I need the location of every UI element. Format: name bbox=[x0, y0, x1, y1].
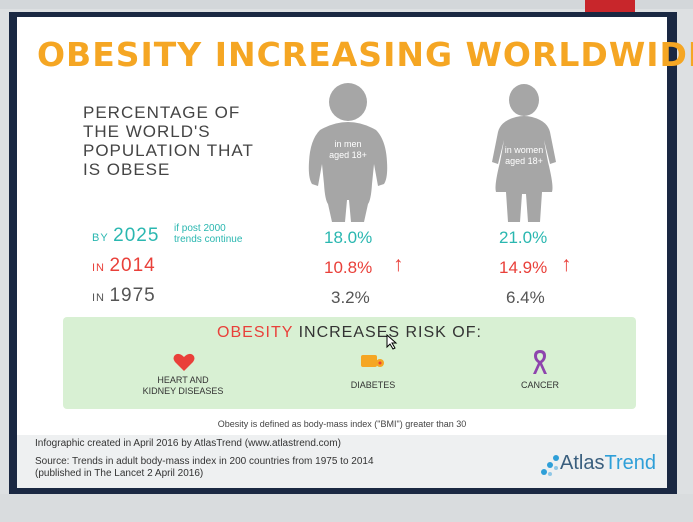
footer-source-line1: Source: Trends in adult body-mass index … bbox=[35, 456, 374, 467]
screen-bottom-bar bbox=[0, 494, 693, 522]
subtitle-line: POPULATION THAT bbox=[83, 141, 254, 160]
man-silhouette-icon bbox=[308, 83, 388, 222]
men-label-line1: in men bbox=[334, 139, 362, 149]
risk-diabetes-line1: DIABETES bbox=[350, 380, 396, 390]
risk-heart-line2: KIDNEY DISEASES bbox=[142, 386, 224, 396]
women-1975-value: 6.4% bbox=[506, 288, 545, 307]
men-2025-value: 18.0% bbox=[324, 228, 373, 247]
window-close-tab[interactable] bbox=[585, 0, 635, 14]
row-2014-year: 2014 bbox=[109, 255, 156, 276]
row-2025-prefix: BY bbox=[92, 232, 109, 244]
risk-item-heart: HEART AND KIDNEY DISEASES bbox=[133, 375, 233, 397]
women-label-line2: aged 18+ bbox=[505, 156, 543, 166]
risk-item-cancer: CANCER bbox=[490, 380, 590, 391]
logo-text-atlas: Atlas bbox=[560, 452, 605, 474]
row-2025-year: 2025 bbox=[113, 225, 160, 246]
heart-icon bbox=[173, 353, 195, 371]
risk-cancer-line1: CANCER bbox=[520, 380, 559, 390]
footer-source-line2: (published in The Lancet 2 April 2016) bbox=[35, 468, 204, 479]
women-2014-value: 14.9% bbox=[499, 258, 548, 277]
risk-heart-line1: HEART AND bbox=[157, 375, 209, 385]
mouse-cursor-icon bbox=[386, 334, 398, 350]
pill-icon bbox=[361, 355, 384, 367]
bmi-definition: Obesity is defined as body-mass index ("… bbox=[217, 419, 467, 429]
infographic-card: OBESITY INCREASING WORLDWIDE PERCENTAGE … bbox=[17, 17, 693, 435]
row-1975-prefix: IN bbox=[92, 292, 105, 304]
row-2014-label: IN 2014 bbox=[92, 255, 156, 277]
footer-source: Source: Trends in adult body-mass index … bbox=[35, 456, 505, 480]
men-2014-value: 10.8% bbox=[324, 258, 373, 277]
woman-silhouette-icon bbox=[492, 84, 556, 222]
ribbon-icon bbox=[533, 350, 547, 374]
atlastrend-logo-text: AtlasTrend bbox=[560, 452, 656, 475]
screen-top-bar bbox=[0, 0, 693, 9]
footer: Infographic created in April 2016 by Atl… bbox=[17, 435, 667, 488]
men-up-arrow-icon: ↑ bbox=[393, 253, 404, 276]
women-label-line1: in women bbox=[504, 145, 544, 155]
risk-title-highlight: OBESITY bbox=[217, 324, 294, 341]
men-label-line2: aged 18+ bbox=[329, 150, 367, 160]
subtitle-line: THE WORLD'S bbox=[83, 122, 211, 141]
infographic-subtitle: PERCENTAGE OF THE WORLD'S POPULATION THA… bbox=[83, 103, 303, 179]
infographic-title: OBESITY INCREASING WORLDWIDE bbox=[37, 35, 693, 74]
women-label: in women aged 18+ bbox=[484, 145, 564, 167]
risk-box: OBESITY INCREASES RISK OF: HEART AND KID… bbox=[63, 317, 636, 409]
logo-text-trend: Trend bbox=[604, 452, 656, 474]
risk-title-rest: INCREASES RISK OF: bbox=[298, 324, 482, 341]
row-2014-prefix: IN bbox=[92, 262, 105, 274]
women-up-arrow-icon: ↑ bbox=[561, 253, 572, 276]
women-2025-value: 21.0% bbox=[499, 228, 548, 247]
risk-title: OBESITY INCREASES RISK OF: bbox=[63, 324, 636, 342]
men-label: in men aged 18+ bbox=[308, 139, 388, 161]
row-2025-label: BY 2025 if post 2000 trends continue bbox=[92, 223, 242, 247]
risk-item-diabetes: DIABETES bbox=[323, 380, 423, 391]
subtitle-line: IS OBESE bbox=[83, 160, 171, 179]
row-1975-label: IN 1975 bbox=[92, 285, 156, 307]
footer-credit: Infographic created in April 2016 by Atl… bbox=[35, 438, 341, 449]
men-1975-value: 3.2% bbox=[331, 288, 370, 307]
row-2025-note: if post 2000 trends continue bbox=[174, 223, 242, 245]
row-2025-note-line2: trends continue bbox=[174, 234, 243, 245]
atlastrend-logo: AtlasTrend bbox=[540, 450, 670, 480]
row-1975-year: 1975 bbox=[109, 285, 156, 306]
atlastrend-logo-icon bbox=[541, 455, 559, 476]
row-2025-note-line1: if post 2000 bbox=[174, 223, 226, 234]
subtitle-line: PERCENTAGE OF bbox=[83, 103, 241, 122]
